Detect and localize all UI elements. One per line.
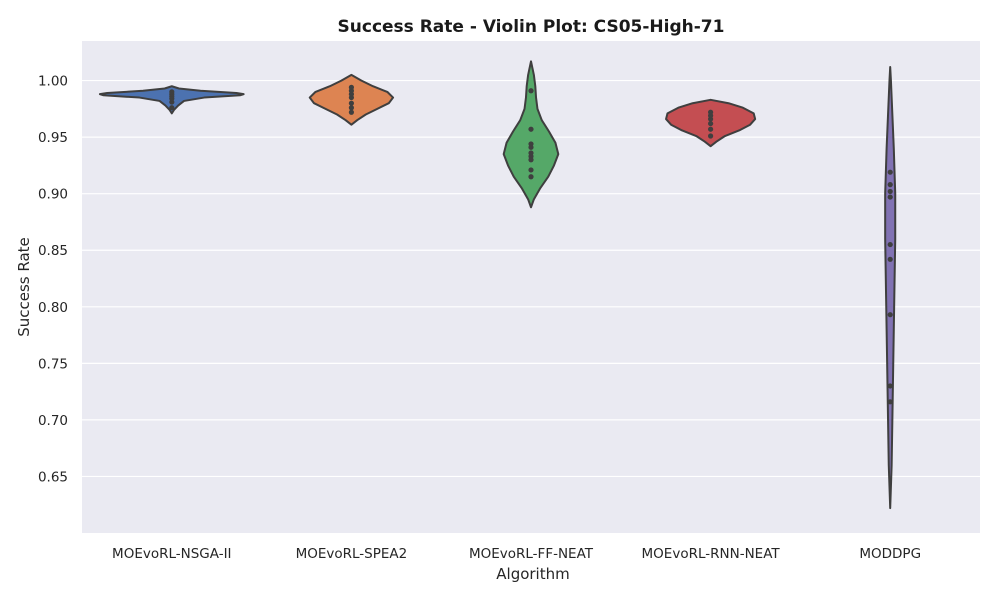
data-point: [887, 169, 893, 175]
x-tick-label: MOEvoRL-RNN-NEAT: [642, 546, 781, 562]
y-tick-label: 0.90: [38, 187, 68, 203]
data-point: [528, 150, 534, 156]
data-point: [708, 109, 714, 115]
data-point: [348, 100, 354, 106]
violins: [98, 60, 897, 510]
data-point: [887, 188, 893, 195]
data-point: [169, 105, 175, 111]
y-axis-ticks: 0.65 0.70 0.75 0.80 0.85 0.90 0.95 1.00: [38, 74, 68, 486]
data-point: [528, 126, 534, 132]
data-point: [528, 141, 534, 147]
violin-body: [502, 60, 560, 209]
data-point: [887, 241, 893, 248]
data-point: [887, 256, 893, 262]
data-point: [708, 133, 714, 139]
data-point: [708, 126, 714, 132]
x-tick-label: MOEvoRL-FF-NEAT: [469, 546, 594, 562]
data-point: [169, 89, 175, 95]
y-tick-label: 0.85: [38, 243, 68, 259]
y-axis-label: Success Rate: [15, 237, 33, 337]
data-point: [887, 182, 893, 188]
data-point: [348, 109, 354, 115]
data-point: [528, 88, 534, 94]
data-point: [348, 105, 354, 111]
chart-title: Success Rate - Violin Plot: CS05-High-71: [338, 17, 725, 37]
data-point: [887, 399, 893, 405]
x-tick-label: MOEvoRL-NSGA-II: [112, 546, 232, 562]
data-point: [528, 174, 534, 180]
y-tick-label: 0.75: [38, 356, 68, 372]
y-tick-label: 1.00: [38, 74, 68, 90]
y-tick-label: 0.95: [38, 130, 68, 146]
x-axis-ticks: MOEvoRL-NSGA-II MOEvoRL-SPEA2 MOEvoRL-FF-N…: [112, 546, 921, 562]
violin-body: [884, 66, 897, 510]
x-tick-label: MODDPG: [859, 546, 921, 562]
x-tick-label: MOEvoRL-SPEA2: [296, 546, 408, 562]
data-point: [348, 84, 354, 90]
data-point: [887, 312, 893, 318]
y-tick-label: 0.70: [38, 413, 68, 429]
data-point: [887, 194, 893, 200]
data-point: [528, 167, 534, 173]
y-tick-label: 0.80: [38, 300, 68, 316]
data-point: [887, 383, 893, 389]
data-point: [708, 120, 714, 127]
y-tick-label: 0.65: [38, 469, 68, 485]
x-axis-label: Algorithm: [496, 565, 569, 583]
